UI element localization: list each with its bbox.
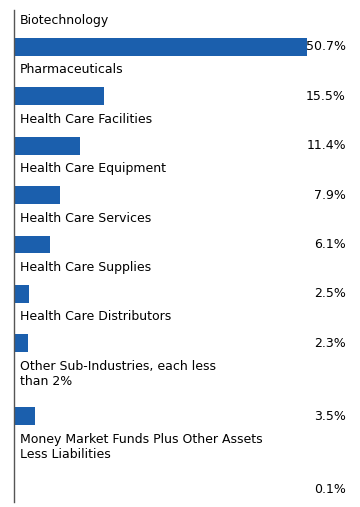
Text: Other Sub-Industries, each less
than 2%: Other Sub-Industries, each less than 2% [20, 360, 216, 388]
Text: Health Care Distributors: Health Care Distributors [20, 310, 171, 323]
Text: Biotechnology: Biotechnology [20, 14, 109, 27]
Bar [14, 87, 104, 105]
Bar [14, 137, 80, 155]
Text: 6.1%: 6.1% [314, 238, 346, 251]
Bar [14, 285, 29, 303]
Bar [14, 186, 60, 204]
Text: 7.9%: 7.9% [314, 189, 346, 202]
Bar [14, 407, 35, 425]
Text: Health Care Supplies: Health Care Supplies [20, 261, 151, 274]
Text: 15.5%: 15.5% [306, 90, 346, 103]
Bar [14, 480, 15, 498]
Bar [14, 38, 307, 56]
Text: 2.3%: 2.3% [314, 337, 346, 350]
Text: Pharmaceuticals: Pharmaceuticals [20, 63, 124, 77]
Text: Health Care Services: Health Care Services [20, 211, 152, 225]
Text: Money Market Funds Plus Other Assets
Less Liabilities: Money Market Funds Plus Other Assets Les… [20, 433, 263, 461]
Text: 2.5%: 2.5% [314, 287, 346, 301]
Text: 11.4%: 11.4% [306, 139, 346, 152]
Text: 50.7%: 50.7% [306, 41, 346, 53]
Text: Health Care Equipment: Health Care Equipment [20, 162, 166, 175]
Text: 3.5%: 3.5% [314, 410, 346, 423]
Text: 0.1%: 0.1% [314, 483, 346, 496]
Bar [14, 335, 28, 352]
Bar [14, 236, 50, 254]
Text: Health Care Facilities: Health Care Facilities [20, 113, 152, 126]
